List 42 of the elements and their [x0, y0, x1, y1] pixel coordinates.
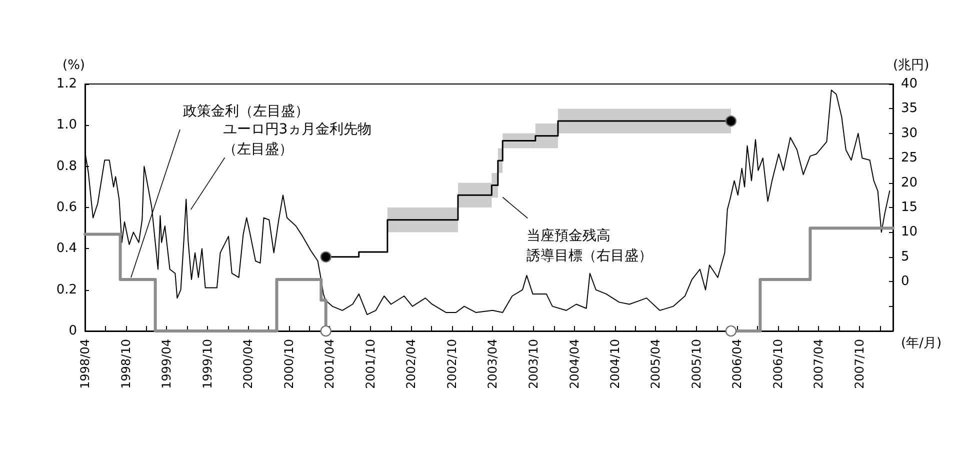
y2-tick-label: 30: [901, 126, 918, 141]
y-tick-label: 0.8: [56, 158, 77, 174]
x-tick-label: 2001/04: [322, 339, 337, 389]
y-tick-label: 0.2: [56, 282, 77, 298]
x-tick-label: 2000/10: [282, 339, 296, 389]
y2-tick-label: 35: [901, 101, 918, 116]
y-tick-label: 1.0: [56, 118, 77, 133]
x-tick-label: 2006/10: [771, 339, 786, 389]
y2-tick-label: 0: [901, 274, 910, 290]
y2-tick-label: 25: [901, 150, 918, 166]
x-tick-label: 2000/04: [241, 339, 256, 389]
x-tick-label: 2006/04: [730, 339, 744, 389]
x-tick-label: 1999/04: [159, 339, 174, 389]
x-tick-label: 2003/04: [486, 339, 500, 389]
x-tick-label: 2002/10: [444, 339, 459, 389]
y-tick-label: 0: [68, 324, 77, 338]
x-tick-label: 2003/10: [526, 339, 540, 389]
x-tick-label: 2005/10: [690, 339, 704, 389]
x-axis-title: (年/月): [901, 336, 942, 351]
annotation: ユーロ円3ヵ月金利先物（左目盛）: [222, 122, 372, 158]
x-tick-label: 2005/04: [648, 339, 663, 389]
x-tick-label: 2007/04: [812, 339, 826, 389]
annotation: 政策金利（左目盛）: [182, 103, 309, 120]
x-tick-label: 2004/04: [567, 339, 582, 389]
x-tick-label: 2007/10: [852, 339, 867, 389]
x-tick-label: 2004/10: [608, 339, 622, 389]
x-tick-label: 1998/10: [118, 339, 133, 389]
y2-tick-label: 5: [901, 249, 910, 264]
y-tick-label: 0.6: [56, 200, 77, 215]
x-tick-label: 2001/10: [363, 339, 378, 389]
y2-axis-title: (兆円): [893, 58, 930, 73]
annotation: 当座預金残高誘導目標（右目盛）: [526, 228, 653, 264]
x-tick-label: 2002/04: [404, 339, 418, 389]
y2-tick-label: 10: [901, 224, 918, 240]
x-tick-label: 1999/10: [200, 339, 214, 389]
y-axis-title: (%): [62, 58, 85, 73]
y2-tick-label: 15: [901, 200, 918, 215]
y2-tick-label: 40: [901, 76, 918, 92]
x-tick-label: 1998/04: [78, 339, 92, 389]
y-tick-label: 0.4: [56, 241, 77, 256]
y-tick-label: 1.2: [56, 76, 77, 92]
y2-tick-label: 20: [901, 175, 918, 190]
